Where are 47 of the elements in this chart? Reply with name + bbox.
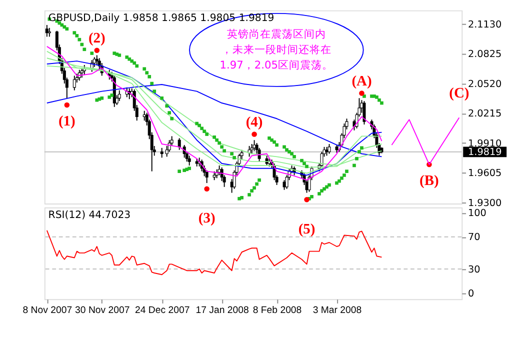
annotation: (5) (298, 221, 316, 238)
chart-title: GBPUSD,Daily 1.9858 1.9865 1.9805 1.9819 (48, 12, 274, 24)
annotation: (1) (58, 113, 76, 130)
candlestick (320, 151, 324, 168)
annotation: (3) (198, 210, 216, 227)
y-tick-label: 0 (468, 288, 474, 300)
point (64, 102, 70, 108)
candlestick (45, 24, 48, 38)
annotation: (A) (352, 74, 372, 90)
x-tick-label: 8 Nov 2007 (22, 305, 72, 316)
point (94, 48, 100, 53)
candlestick (205, 170, 208, 184)
y-tick-label: 2.0215 (468, 108, 502, 120)
annotation: 1.97，2.05区间震荡。 (220, 58, 334, 72)
point (252, 132, 257, 137)
ref-line-label: 1.9819 (468, 146, 502, 158)
y-tick-label: 30 (468, 264, 480, 276)
y-tick-label: 100 (468, 208, 486, 220)
point (304, 196, 310, 202)
candlestick (328, 144, 331, 154)
candlestick (178, 138, 181, 150)
candlestick (118, 90, 121, 102)
x-tick-label: 30 Nov 2007 (75, 305, 130, 316)
annotation: (4) (246, 114, 263, 131)
chart-title: RSI(12) 44.7023 (48, 210, 131, 221)
candlestick (188, 155, 191, 166)
y-tick-label: 2.0520 (468, 78, 502, 90)
candlestick (72, 75, 76, 91)
y-tick-label: 70 (468, 232, 480, 244)
annotation: (2) (88, 30, 106, 47)
annotation: ，未来一段时间还将在 (221, 42, 332, 56)
candlestick (95, 54, 98, 66)
point (204, 186, 210, 192)
y-tick-label: 2.1130 (468, 19, 502, 30)
annotation: (C) (449, 85, 470, 102)
x-tick-label: 24 Dec 2007 (135, 305, 190, 316)
candlestick (250, 144, 254, 154)
x-tick-label: 3 Mar 2008 (312, 305, 362, 316)
x-tick-label: 8 Feb 2008 (252, 305, 302, 316)
point (359, 90, 364, 96)
x-tick-label: 17 Jan 2008 (196, 305, 249, 316)
candlestick (160, 147, 164, 158)
annotation: (B) (420, 172, 440, 189)
annotation: 英镑尚在震荡区间内 (226, 27, 326, 40)
y-tick-label: 1.9300 (468, 198, 502, 209)
y-tick-label: 1.9605 (468, 168, 502, 180)
y-tick-label: 2.0825 (468, 49, 502, 60)
